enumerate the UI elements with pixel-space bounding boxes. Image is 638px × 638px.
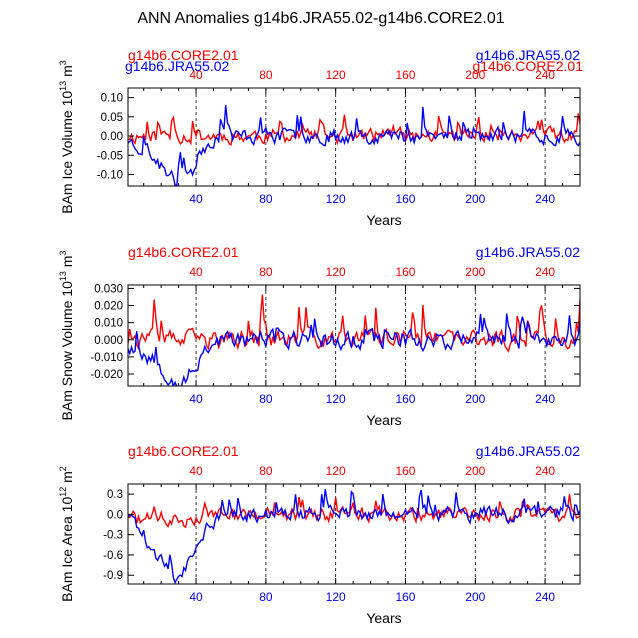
x-tick-label-bottom: 240: [535, 192, 555, 206]
x-tick-label-top: 80: [259, 265, 273, 279]
x-tick-label-bottom: 40: [189, 590, 203, 604]
y-tick-label: 0.10: [101, 93, 123, 105]
y-tick-label: -0.6: [103, 550, 123, 562]
x-axis-label: Years: [366, 212, 401, 228]
y-axis-label: BAm Ice Area 1012 m2: [58, 466, 75, 602]
x-tick-label-bottom: 40: [189, 392, 203, 406]
x-tick-label-bottom: 120: [326, 590, 346, 604]
y-axis-label: BAm Snow Volume 1013 m3: [58, 251, 75, 421]
x-tick-label-top: 240: [535, 265, 555, 279]
legend-label-blue: g14b6.JRA55.02: [476, 244, 581, 260]
x-tick-label-bottom: 200: [465, 590, 485, 604]
y-tick-label: 0.0: [107, 509, 123, 521]
x-tick-label-top: 40: [189, 464, 203, 478]
legend-label-red-overlap: g14b6.CORE2.01: [472, 58, 583, 74]
legend-label-blue: g14b6.JRA55.02: [476, 443, 581, 459]
y-tick-label: -0.3: [103, 530, 123, 542]
y-tick-label: 0.05: [101, 112, 123, 124]
x-tick-label-bottom: 120: [326, 192, 346, 206]
x-tick-label-top: 120: [326, 68, 346, 82]
x-tick-label-top: 80: [259, 68, 273, 82]
legend-label-red: g14b6.CORE2.01: [128, 244, 239, 260]
x-tick-label-bottom: 160: [395, 192, 415, 206]
y-tick-label: -0.010: [90, 352, 123, 364]
x-tick-label-bottom: 200: [465, 392, 485, 406]
legend-label-red: g14b6.CORE2.01: [128, 47, 239, 63]
legend-label-red: g14b6.CORE2.01: [128, 443, 239, 459]
series-blue-line: [128, 105, 580, 186]
legend-label-blue-overlap: g14b6.JRA55.02: [125, 58, 230, 74]
x-axis-label: Years: [366, 610, 401, 626]
x-tick-label-bottom: 80: [259, 192, 273, 206]
x-tick-label-bottom: 160: [395, 590, 415, 604]
x-tick-label-bottom: 160: [395, 392, 415, 406]
legend-label-blue: g14b6.JRA55.02: [476, 47, 581, 63]
figure-title: ANN Anomalies g14b6.JRA55.02-g14b6.CORE2…: [137, 10, 504, 27]
y-axis-label: BAm Ice Volume 1013 m3: [58, 60, 75, 214]
y-tick-label: 0.3: [107, 489, 123, 501]
y-tick-label: -0.10: [97, 169, 123, 181]
x-tick-label-top: 160: [395, 265, 415, 279]
plot-frame: [127, 284, 581, 387]
y-tick-label: 0.010: [94, 318, 123, 330]
x-tick-label-top: 40: [189, 68, 203, 82]
x-axis-label: Years: [366, 412, 401, 428]
x-tick-label-top: 160: [395, 464, 415, 478]
x-tick-label-bottom: 240: [535, 392, 555, 406]
x-tick-label-bottom: 200: [465, 192, 485, 206]
x-tick-label-top: 120: [326, 464, 346, 478]
plot-frame: [127, 483, 581, 585]
series-blue-line: [128, 313, 580, 386]
panel-2: 40 40 80 80 120 120 160 160 200 200 240 240 -0.020 -0…: [58, 244, 581, 428]
y-tick-label: -0.020: [90, 369, 123, 381]
x-tick-label-top: 40: [189, 265, 203, 279]
y-tick-label: -0.9: [103, 570, 123, 582]
y-tick-label: 0.000: [94, 335, 123, 347]
y-tick-label: 0.00: [101, 131, 123, 143]
plot-frame: [127, 87, 581, 187]
x-tick-label-top: 120: [326, 265, 346, 279]
y-tick-label: -0.05: [97, 150, 123, 162]
x-tick-label-top: 200: [465, 464, 485, 478]
y-tick-label: 0.030: [94, 283, 123, 295]
y-tick-label: 0.020: [94, 301, 123, 313]
x-tick-label-top: 240: [535, 68, 555, 82]
x-tick-label-bottom: 80: [259, 392, 273, 406]
x-tick-label-top: 160: [395, 68, 415, 82]
x-tick-label-bottom: 240: [535, 590, 555, 604]
x-tick-label-bottom: 80: [259, 590, 273, 604]
series-blue-line: [128, 489, 580, 584]
x-tick-label-top: 80: [259, 464, 273, 478]
x-tick-label-top: 240: [535, 464, 555, 478]
x-tick-label-top: 200: [465, 265, 485, 279]
panel-1: 40 40 80 80 120 120 160 160 200 200 240 240 -0.10 -0.…: [58, 47, 583, 228]
x-tick-label-top: 200: [465, 68, 485, 82]
x-tick-label-bottom: 40: [189, 192, 203, 206]
panel-3: 40 40 80 80 120 120 160 160 200 200 240 240 -0.9 -0.6…: [58, 443, 581, 626]
x-tick-label-bottom: 120: [326, 392, 346, 406]
